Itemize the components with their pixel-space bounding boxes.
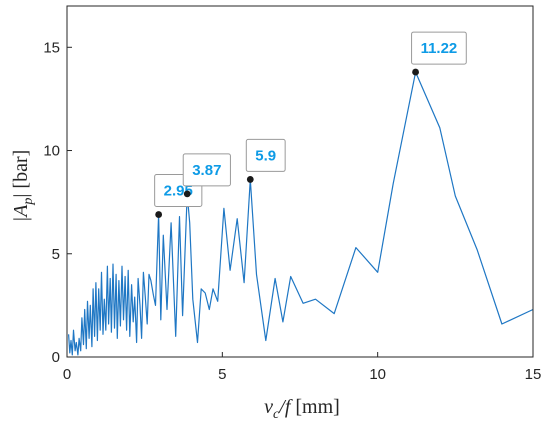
y-tick-label: 0: [52, 349, 60, 366]
callout-label: 3.87: [192, 162, 221, 179]
x-tick-label: 0: [63, 366, 71, 383]
x-axis-label-unit: [mm]: [290, 396, 339, 418]
callout-box: [182, 153, 231, 187]
y-axis-label-left: |A: [10, 204, 32, 222]
datatip-marker: [412, 68, 419, 76]
annotations: 2.953.875.911.22: [154, 31, 467, 218]
x-axis-label-var: v: [264, 396, 273, 418]
y-tick-label: 10: [43, 143, 60, 160]
x-axis-label-rest: /f: [278, 396, 293, 418]
y-axis-label: |Ap| [bar]: [10, 150, 36, 223]
callout-box: [245, 138, 286, 172]
plot-area: [68, 71, 534, 356]
callout-box: [411, 31, 467, 65]
x-axis-label-sub: c: [273, 407, 280, 422]
y-axis-label-sub: p: [21, 198, 36, 206]
y-tick-label: 15: [43, 39, 60, 56]
x-tick-label: 10: [369, 366, 386, 383]
axes-box: [66, 5, 534, 358]
datatip-marker: [155, 211, 163, 218]
y-tick-label: 5: [52, 246, 60, 263]
series-line-0: [68, 71, 534, 356]
datatip-marker: [246, 176, 254, 183]
callout-label: 5.9: [255, 147, 276, 164]
x-axis-label: vc/f [mm]: [264, 396, 340, 422]
x-tick-label: 15: [525, 366, 542, 383]
callout-label: 11.22: [421, 40, 458, 57]
y-axis-label-right: | [bar]: [10, 150, 32, 198]
datatip-marker: [183, 190, 191, 198]
axis-ticks: 0 5 10 15 0 5 10 15: [43, 39, 541, 383]
x-tick-label: 5: [218, 366, 226, 383]
